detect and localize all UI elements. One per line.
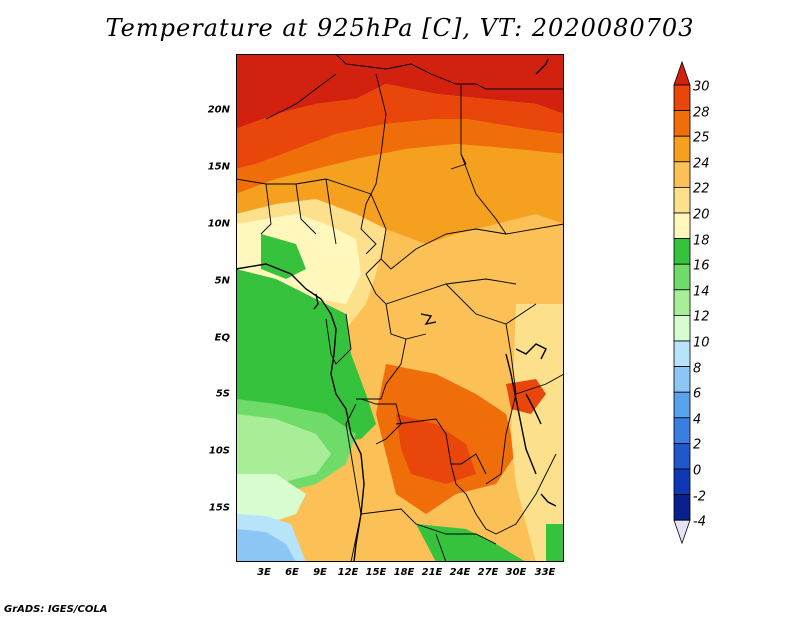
colorbar-label: 20 [693,207,710,223]
coastlines [236,58,557,562]
colorbar-swatch [673,84,691,112]
colorbar-swatch [673,417,691,444]
colorbar-swatch [673,135,691,163]
field-28 [236,84,564,169]
field-30 [236,54,564,129]
colorbar-swatch [673,314,691,342]
field-12 [236,414,331,489]
colorbar-arrow-top [673,60,691,86]
colorbar-label: 2 [693,437,702,453]
lat-label-15s: 15S [208,502,230,514]
lon-label-6e: 6E [285,567,299,578]
colorbar-swatch [673,110,691,137]
colorbar-label: 24 [693,156,710,172]
field-28c [396,414,476,484]
colorbar-label: -4 [693,514,706,530]
colorbar-swatch [673,494,691,521]
field-16a [261,234,306,279]
colorbar-swatch [673,238,691,265]
field-22s [316,504,456,562]
chart-title: Temperature at 925hPa [C], VT: 202008070… [105,14,695,42]
lat-label-eq: EQ [214,332,230,344]
colorbar-label: 14 [693,284,710,300]
lon-label-12e: 12E [337,567,359,578]
lon-label-27e: 27E [477,567,499,578]
colorbar-label: -2 [693,489,706,505]
colorbar-swatch [673,442,691,470]
colorbar-label: 8 [693,361,702,377]
field-25 [236,119,564,194]
colorbar-swatch [673,187,691,214]
lat-label-20n: 20N [207,104,230,116]
lon-label-21e: 21E [421,567,443,578]
colorbar-label: 28 [693,105,710,121]
colorbar-swatch [673,161,691,188]
lat-label-5n: 5N [214,275,230,287]
colorbar-swatch [673,340,691,368]
lat-label-10n: 10N [207,218,230,230]
colorbar-label: 4 [693,412,702,428]
colorbar-swatch [673,468,691,496]
colorbar-swatch [673,263,691,291]
colorbar-label: 22 [693,181,710,197]
colorbar-label: 0 [693,463,702,479]
colorbar-label: 18 [693,233,710,249]
colorbar-swatch [673,212,691,240]
map-frame [236,54,564,562]
colorbar-swatch [673,391,691,419]
lon-label-24e: 24E [449,567,471,578]
field-6 [236,529,296,562]
lon-label-3e: 3E [257,567,271,578]
field-10 [236,474,306,524]
footer-credit: GrADS: IGES/COLA [4,604,108,615]
lon-label-30e: 30E [505,567,527,578]
field-24 [236,144,564,244]
field-16e [546,524,564,562]
lon-label-18e: 18E [393,567,415,578]
colorbar-label: 25 [693,130,710,146]
lon-label-33e: 33E [534,567,556,578]
colorbar-arrow-bottom [673,519,691,545]
colorbar-label: 6 [693,386,702,402]
lon-label-9e: 9E [313,567,327,578]
lon-label-15e: 15E [365,567,387,578]
lat-label-5s: 5S [215,388,230,400]
colorbar-swatch [673,366,691,393]
colorbar-label: 30 [693,79,710,95]
field-20e [511,304,564,562]
temperature-map [236,54,564,562]
colorbar-label: 12 [693,309,710,325]
lat-label-15n: 15N [207,161,230,173]
colorbar [673,60,691,545]
lat-label-10s: 10S [208,445,230,457]
colorbar-label: 16 [693,258,710,274]
colorbar-label: 10 [693,335,710,351]
colorbar-swatch [673,289,691,316]
